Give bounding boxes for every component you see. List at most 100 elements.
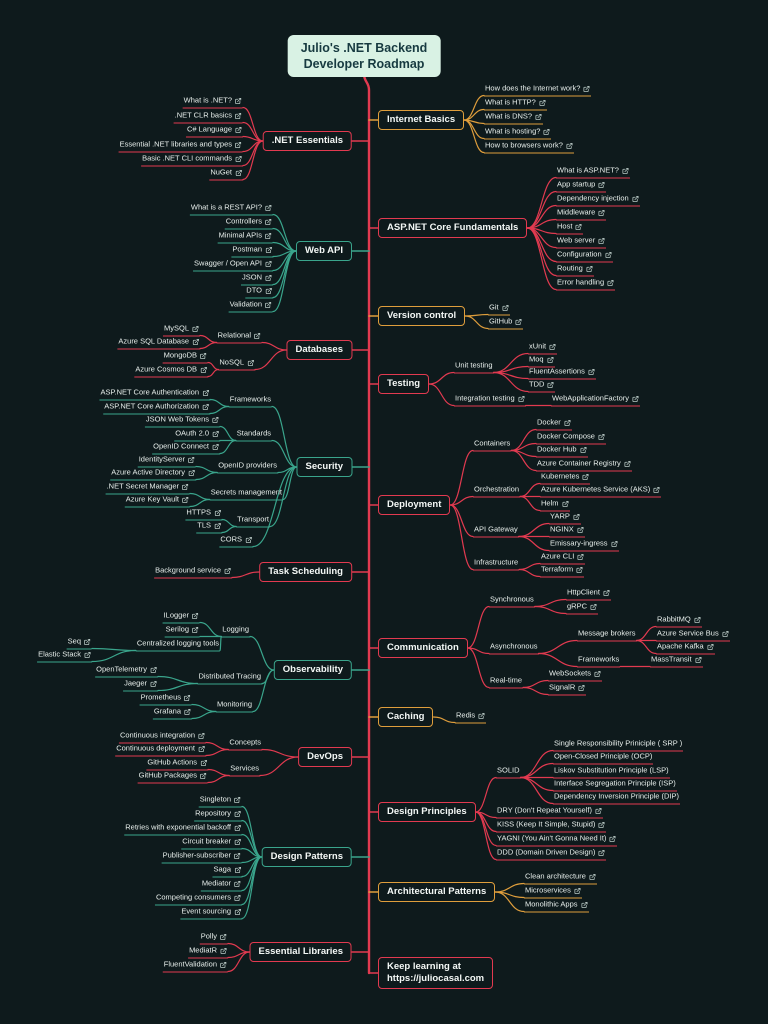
node-dto[interactable]: DTO [245,286,273,299]
node-unit-testing[interactable]: Unit testing [454,361,494,374]
external-link-icon[interactable] [234,908,241,915]
node-circuit-breaker[interactable]: Circuit breaker [181,837,242,850]
node-webapplicationfactory[interactable]: WebApplicationFactory [551,394,640,407]
node-fluentvalidation[interactable]: FluentValidation [162,960,228,973]
node-integration-testing[interactable]: Integration testing [454,394,526,407]
external-link-icon[interactable] [200,772,207,779]
external-link-icon[interactable] [184,708,191,715]
external-link-icon[interactable] [611,540,618,547]
topic-design-principles[interactable]: Design Principles [378,802,476,822]
external-link-icon[interactable] [598,433,605,440]
topic-architectural-patterns[interactable]: Architectural Patterns [378,882,496,902]
external-link-icon[interactable] [598,849,605,856]
node-azure-kubernetes-service-aks[interactable]: Azure Kubernetes Service (AKS) [540,485,662,498]
node-seq[interactable]: Seq [66,637,92,650]
node-routing[interactable]: Routing [556,264,594,277]
external-link-icon[interactable] [581,901,588,908]
node-synchronous[interactable]: Synchronous [489,595,535,608]
external-link-icon[interactable] [632,395,639,402]
external-link-icon[interactable] [632,195,639,202]
external-link-icon[interactable] [580,446,587,453]
node-how-does-the-internet-work[interactable]: How does the Internet work? [484,84,592,97]
external-link-icon[interactable] [543,128,550,135]
external-link-icon[interactable] [234,852,241,859]
external-link-icon[interactable] [607,279,614,286]
node-centralized-logging-tools[interactable]: Centralized logging tools [135,639,220,652]
node-continuous-integration[interactable]: Continuous integration [118,731,206,744]
node-xunit[interactable]: xUnit [528,342,558,355]
node-logging[interactable]: Logging [221,625,250,638]
node-terraform[interactable]: Terraform [540,565,585,578]
external-link-icon[interactable] [200,366,207,373]
node-json-web-tokens[interactable]: JSON Web Tokens [144,415,220,428]
topic-version-control[interactable]: Version control [378,306,466,326]
node-net-secret-manager[interactable]: .NET Secret Manager [105,482,190,495]
node-docker-hub[interactable]: Docker Hub [536,445,588,458]
external-link-icon[interactable] [577,526,584,533]
external-link-icon[interactable] [588,368,595,375]
node-relational[interactable]: Relational [216,331,262,344]
external-link-icon[interactable] [653,486,660,493]
node-azure-active-directory[interactable]: Azure Active Directory [110,468,196,481]
external-link-icon[interactable] [575,223,582,230]
external-link-icon[interactable] [265,274,272,281]
node-host[interactable]: Host [556,222,584,235]
node-error-handling[interactable]: Error handling [556,278,616,291]
node-frameworks[interactable]: Frameworks [228,395,272,408]
external-link-icon[interactable] [265,301,272,308]
node-how-to-browsers-work[interactable]: How to browsers work? [484,141,574,154]
node-grafana[interactable]: Grafana [152,707,192,720]
node-ilogger[interactable]: ILogger [162,611,200,624]
external-link-icon[interactable] [150,680,157,687]
node-real-time[interactable]: Real-time [489,676,524,689]
node-concepts[interactable]: Concepts [228,738,262,751]
node-mediatr[interactable]: MediatR [188,946,228,959]
node-what-is-hosting[interactable]: What is hosting? [484,127,552,140]
external-link-icon[interactable] [235,126,242,133]
external-link-icon[interactable] [547,381,554,388]
node-nosql[interactable]: NoSQL [218,358,255,371]
external-link-icon[interactable] [694,616,701,623]
external-link-icon[interactable] [576,566,583,573]
node-what-is-http[interactable]: What is HTTP? [484,98,547,111]
topic-internet-basics[interactable]: Internet Basics [378,110,465,130]
node-docker-compose[interactable]: Docker Compose [536,432,606,445]
external-link-icon[interactable] [578,684,585,691]
node-apache-kafka[interactable]: Apache Kafka [656,642,715,655]
external-link-icon[interactable] [220,947,227,954]
node-nuget[interactable]: NuGet [209,168,243,181]
topic-design-patterns[interactable]: Design Patterns [261,847,352,867]
node-mysql[interactable]: MySQL [162,324,200,337]
node-asp-net-core-authentication[interactable]: ASP.NET Core Authentication [99,388,210,401]
node-continuous-deployment[interactable]: Continuous deployment [115,744,206,757]
node-background-service[interactable]: Background service [154,566,232,579]
external-link-icon[interactable] [247,359,254,366]
external-link-icon[interactable] [502,304,509,311]
node-github-actions[interactable]: GitHub Actions [146,758,208,771]
external-link-icon[interactable] [198,732,205,739]
node-moq[interactable]: Moq [528,355,555,368]
node-dependency-injection[interactable]: Dependency injection [556,194,640,207]
node-websockets[interactable]: WebSockets [548,669,602,682]
node-azure-cosmos-db[interactable]: Azure Cosmos DB [134,365,208,378]
node-kiss-keep-it-simple-stupid[interactable]: KISS (Keep It Simple, Stupid) [496,820,607,833]
node-what-is-net[interactable]: What is .NET? [182,96,243,109]
node-azure-container-registry[interactable]: Azure Container Registry [536,459,632,472]
external-link-icon[interactable] [182,483,189,490]
topic-communication[interactable]: Communication [378,638,468,658]
node-postman[interactable]: Postman [231,245,273,258]
node-transport[interactable]: Transport [236,515,270,528]
node-web-server[interactable]: Web server [556,236,607,249]
external-link-icon[interactable] [562,500,569,507]
node-rabbitmq[interactable]: RabbitMQ [656,615,702,628]
node-docker[interactable]: Docker [536,418,572,431]
topic-databases[interactable]: Databases [286,340,352,360]
node-app-startup[interactable]: App startup [556,180,607,193]
external-link-icon[interactable] [245,536,252,543]
external-link-icon[interactable] [547,356,554,363]
external-link-icon[interactable] [235,169,242,176]
node-git[interactable]: Git [488,303,510,316]
topic-essential-libraries[interactable]: Essential Libraries [249,942,352,962]
external-link-icon[interactable] [265,246,272,253]
external-link-icon[interactable] [235,155,242,162]
